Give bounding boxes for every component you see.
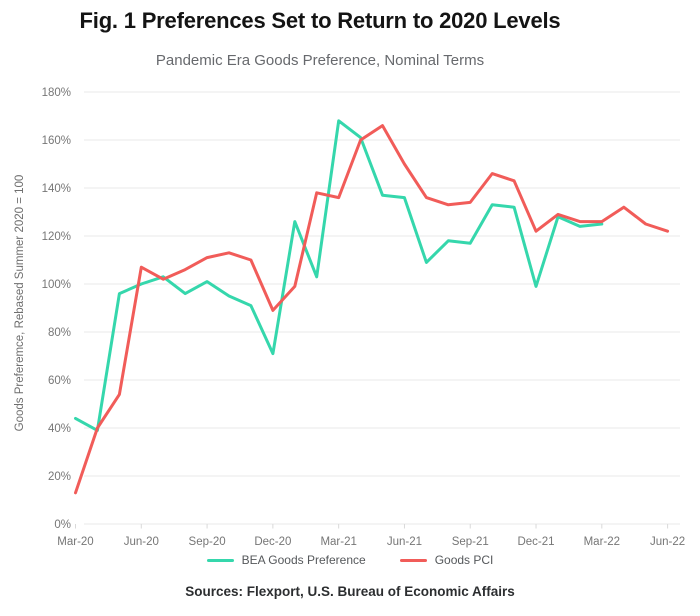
y-tick-label: 0% xyxy=(54,519,71,531)
goods-pci-line xyxy=(74,124,670,495)
legend-item-pci: Goods PCI xyxy=(399,553,494,567)
legend-label-pci: Goods PCI xyxy=(434,553,494,567)
y-tick-label: 140% xyxy=(42,183,71,195)
x-tick-label: Mar-22 xyxy=(584,536,620,548)
x-tick-label: Sep-21 xyxy=(452,536,489,548)
x-tick-label: Sep-20 xyxy=(189,536,226,548)
y-tick-label: 160% xyxy=(42,135,71,147)
x-tick-label: Dec-20 xyxy=(254,536,291,548)
x-tick-label: Mar-20 xyxy=(57,536,93,548)
chart-title: Fig. 1 Preferences Set to Return to 2020… xyxy=(79,8,561,33)
y-tick-label: 100% xyxy=(42,279,71,291)
legend: BEA Goods Preference Goods PCI xyxy=(0,553,700,567)
y-tick-label: 180% xyxy=(42,87,71,99)
source-line: Sources: Flexport, U.S. Bureau of Econom… xyxy=(185,584,515,599)
legend-item-bea: BEA Goods Preference xyxy=(206,553,366,567)
x-tick-label: Jun-21 xyxy=(387,536,422,548)
bea-goods-preference-line xyxy=(74,119,604,432)
chart-subtitle: Pandemic Era Goods Preference, Nominal T… xyxy=(155,52,485,69)
y-tick-label: 40% xyxy=(48,423,71,435)
x-tick-label: Jun-22 xyxy=(650,536,685,548)
legend-label-bea: BEA Goods Preference xyxy=(241,553,366,567)
pci-line-swatch xyxy=(399,558,427,562)
y-tick-label: 120% xyxy=(42,231,71,243)
y-tick-label: 80% xyxy=(48,327,71,339)
y-tick-label: 60% xyxy=(48,375,71,387)
x-tick-label: Jun-20 xyxy=(124,536,159,548)
x-tick-label: Mar-21 xyxy=(320,536,356,548)
y-tick-label: 20% xyxy=(48,471,71,483)
x-tick-label: Dec-21 xyxy=(517,536,554,548)
bea-line-swatch xyxy=(206,558,234,562)
